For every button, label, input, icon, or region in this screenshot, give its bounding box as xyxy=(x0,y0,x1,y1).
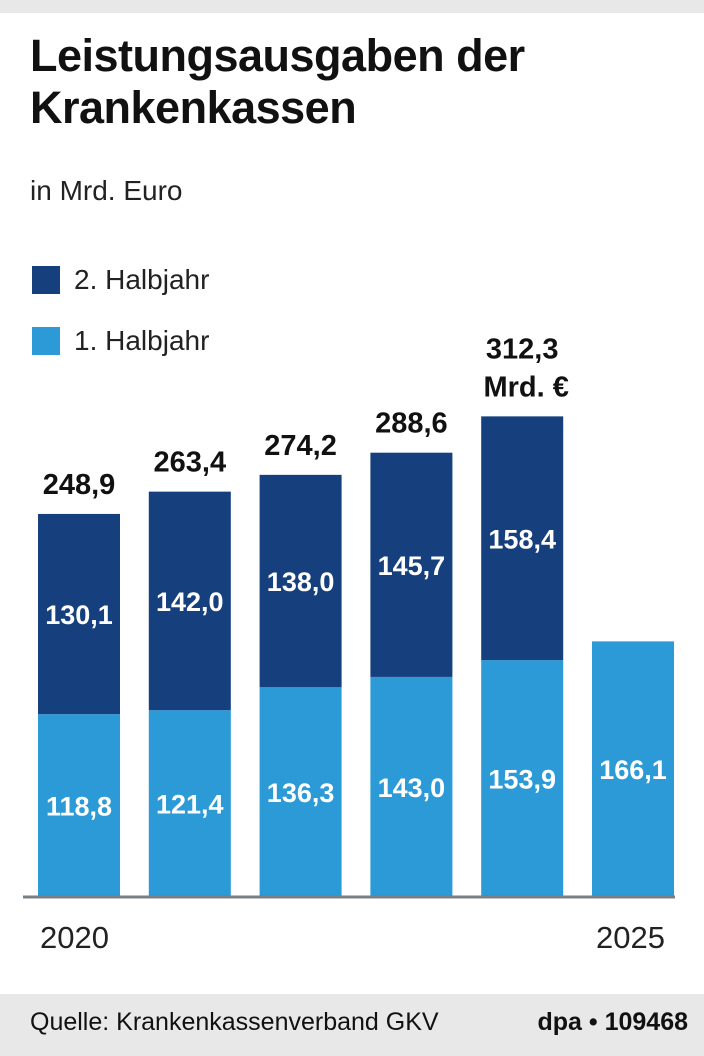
x-tick-2025: 2025 xyxy=(596,920,665,955)
legend-label-h2: 2. Halbjahr xyxy=(74,264,210,295)
total-label-2024: 312,3 xyxy=(486,333,559,365)
x-tick-2020: 2020 xyxy=(40,920,109,955)
bar-h1-2023 xyxy=(370,676,453,897)
bar-h1-2022 xyxy=(259,687,342,897)
bar-label-h2-2023: 145,7 xyxy=(378,551,446,581)
total-label-2023: 288,6 xyxy=(375,408,448,440)
bar-label-h2-2022: 138,0 xyxy=(267,567,335,597)
legend-swatch-h2 xyxy=(32,266,60,294)
chart-subtitle: in Mrd. Euro xyxy=(30,175,183,206)
total-unit-label: Mrd. € xyxy=(483,371,568,403)
total-label-2020: 248,9 xyxy=(43,469,116,501)
chart-title: Leistungsausgaben der Krankenkassen xyxy=(30,30,650,134)
bar-h1-2025 xyxy=(592,641,674,897)
legend-swatch-h1 xyxy=(32,327,60,355)
bar-label-h1-2024: 153,9 xyxy=(488,765,556,795)
bar-label-h2-2021: 142,0 xyxy=(156,587,224,617)
bar-h2-2022 xyxy=(259,474,342,688)
total-label-2022: 274,2 xyxy=(264,430,337,462)
bar-h2-2023 xyxy=(370,452,453,677)
bar-label-h1-2025: 166,1 xyxy=(599,755,667,785)
bar-h1-2024 xyxy=(481,660,564,897)
top-border xyxy=(0,0,704,13)
bar-label-h1-2020: 118,8 xyxy=(46,792,112,822)
credit-text: dpa • 109468 xyxy=(537,1008,688,1036)
bar-h2-2024 xyxy=(481,416,564,661)
legend-item-h2: 2. Halbjahr xyxy=(32,264,209,296)
legend-label-h1: 1. Halbjahr xyxy=(74,325,210,356)
bar-h1-2021 xyxy=(148,710,231,897)
bar-label-h1-2021: 121,4 xyxy=(156,790,224,820)
chart-title-text: Leistungsausgaben der Krankenkassen xyxy=(30,30,525,133)
source-text: Quelle: Krankenkassenverband GKV xyxy=(30,1008,439,1036)
total-label-2021: 263,4 xyxy=(154,447,227,479)
bar-label-h2-2020: 130,1 xyxy=(45,600,113,630)
bar-h1-2020 xyxy=(38,714,120,897)
legend-item-h1: 1. Halbjahr xyxy=(32,325,209,357)
bar-label-h1-2023: 143,0 xyxy=(378,773,446,803)
bar-chart: 118,8 130,1 248,9 2020 121,4 142,0 263,4 136,3 1… xyxy=(23,333,675,955)
bar-h2-2021 xyxy=(148,491,231,711)
bar-h2-2020 xyxy=(38,513,120,715)
bar-label-h1-2022: 136,3 xyxy=(267,778,335,808)
footer: Quelle: Krankenkassenverband GKV dpa • 1… xyxy=(0,994,704,1056)
bar-label-h2-2024: 158,4 xyxy=(488,524,556,554)
